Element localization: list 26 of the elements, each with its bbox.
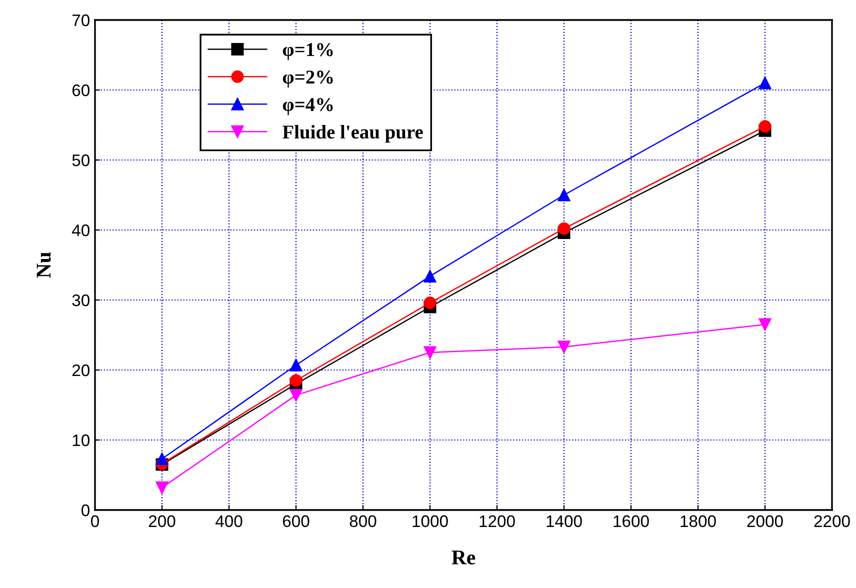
x-tick-label: 2000	[747, 515, 783, 528]
y-axis-title: Nu	[36, 252, 51, 278]
x-tick-label: 0	[91, 515, 99, 528]
x-tick-label: 400	[215, 515, 242, 528]
x-axis-title: Re	[452, 550, 476, 564]
y-tick-label: 20	[72, 364, 90, 376]
x-tick-label: 800	[350, 515, 376, 528]
y-tick-label: 50	[72, 154, 90, 166]
x-tick-label: 1600	[614, 515, 649, 528]
x-tick-label: 1200	[480, 515, 515, 528]
legend-label: φ=2%	[282, 70, 333, 88]
x-tick-label: 600	[282, 515, 310, 528]
x-tick-label: 200	[148, 515, 176, 528]
y-tick-label: 30	[72, 294, 90, 306]
y-tick-label: 70	[72, 14, 90, 26]
legend-label: φ=1%	[282, 43, 333, 60]
y-tick-label: 0	[82, 504, 90, 516]
x-tick-label: 1800	[680, 515, 716, 528]
y-tick-label: 10	[72, 434, 90, 446]
x-tick-label: 1400	[546, 515, 582, 528]
x-tick-label: 2200	[814, 515, 850, 528]
y-tick-label: 60	[72, 84, 90, 96]
y-tick-label: 40	[72, 224, 90, 236]
legend-label: φ=4%	[282, 98, 333, 116]
x-tick-label: 1000	[412, 515, 448, 528]
legend-label: Fluide l'eau pure	[282, 124, 423, 143]
